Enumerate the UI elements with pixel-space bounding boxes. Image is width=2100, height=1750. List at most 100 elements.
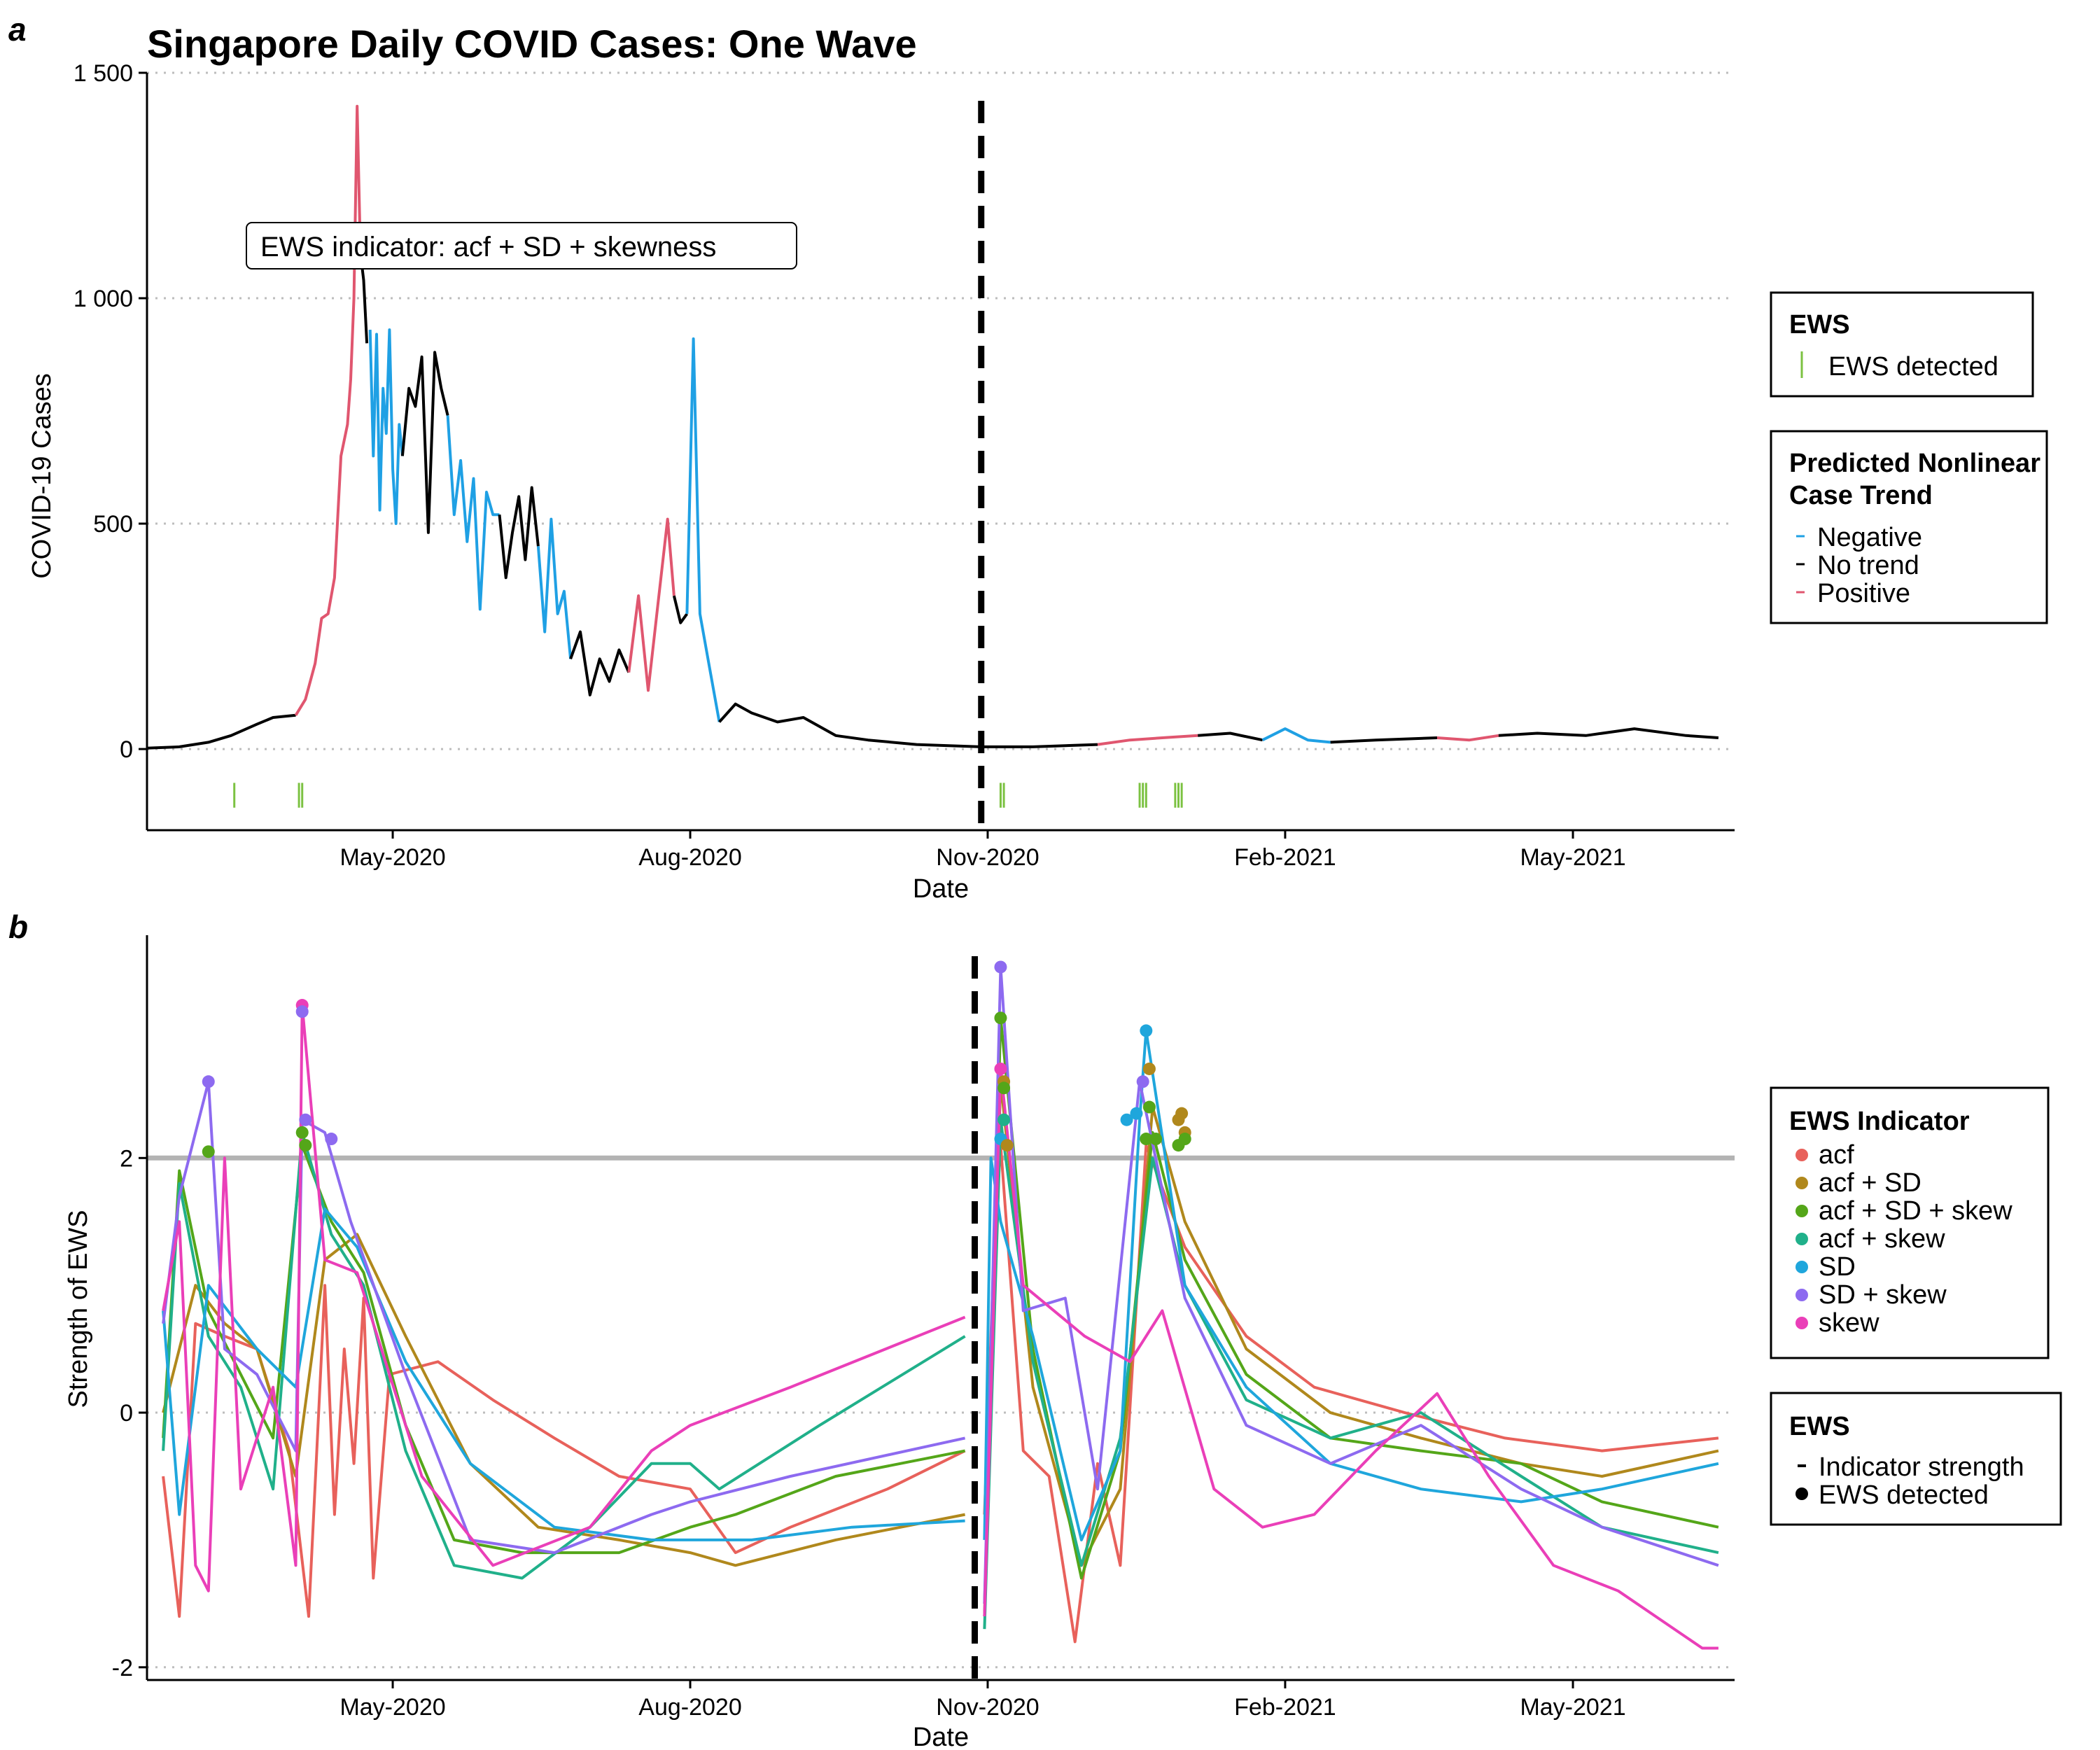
y-tick-label: -2 <box>112 1655 133 1681</box>
legend-item-label: SD <box>1819 1252 1856 1282</box>
series-line-no-trend <box>672 595 689 624</box>
series-line-positive <box>294 104 362 716</box>
panel-b-label: b <box>8 909 28 945</box>
series-line-skew <box>162 1004 966 1592</box>
series-line-no-trend <box>146 713 296 750</box>
annotation-box: EWS indicator: acf + SD + skewness <box>246 222 797 270</box>
series-line-positive <box>1436 734 1499 742</box>
cases-series <box>146 104 1719 750</box>
legend-item-no-trend: No trend <box>1817 551 1919 580</box>
legend-key-dot <box>1795 1205 1808 1217</box>
series-line-acf-sd <box>162 1233 965 1567</box>
legend-item-label: skew <box>1819 1308 1879 1338</box>
chart-title: Singapore Daily COVID Cases: One Wave <box>147 22 917 66</box>
ews-detected-key <box>1795 1488 1808 1500</box>
x-tick-label: Nov-2020 <box>936 844 1039 871</box>
x-tick-label: Feb-2021 <box>1234 1694 1336 1721</box>
x-tick-label: May-2021 <box>1520 844 1625 871</box>
series-line-sd-skew <box>162 1080 966 1555</box>
legend-key-dot <box>1795 1289 1808 1301</box>
legend-item-ews-detected: EWS detected <box>1819 1480 1989 1510</box>
series-line-skew <box>983 1068 1718 1650</box>
x-axis-title: Date <box>913 1723 969 1750</box>
legend-title-line-1: Predicted Nonlinear <box>1789 449 2040 478</box>
legend-key-dot <box>1795 1261 1808 1273</box>
legend-key-dot <box>1795 1233 1808 1245</box>
ews-detected-point <box>299 1113 312 1126</box>
ews-detected-point <box>1120 1113 1133 1126</box>
y-ticks: -2 0 2 <box>112 1145 147 1681</box>
series-line-sd-skew <box>983 965 1719 1604</box>
ews-detected-point <box>202 1075 215 1088</box>
legend-trend: Predicted Nonlinear Case Trend Negative … <box>1770 430 2048 624</box>
ews-detected-point <box>299 1139 312 1152</box>
ews-detected-point <box>1130 1107 1143 1120</box>
ews-detected-point <box>295 1126 309 1139</box>
ews-detected-point <box>1175 1107 1189 1120</box>
y-tick-label: 500 <box>93 511 133 538</box>
y-tick-label: 2 <box>120 1145 133 1172</box>
series-line-acf <box>983 1144 1719 1644</box>
series-line-negative <box>368 328 404 525</box>
series-line-no-trend <box>1198 732 1264 742</box>
ews-detected-point <box>325 1133 338 1146</box>
series-line-no-trend <box>400 351 449 534</box>
panel-a-label: a <box>8 11 27 48</box>
legend-title: EWS <box>1789 1412 1850 1441</box>
ews-detected-point <box>994 960 1007 974</box>
ews-detected-ticks <box>233 783 1183 808</box>
ews-detected-point <box>1142 1062 1156 1075</box>
series-line-sd <box>162 1208 965 1541</box>
series-line-acf-sd-skew <box>983 1016 1719 1617</box>
legend-key-dot <box>1795 1149 1808 1161</box>
legend-item-label: acf + SD + skew <box>1819 1196 2012 1226</box>
legend-ews-b: EWS Indicator strength EWS detected <box>1770 1392 2062 1526</box>
legend-item-label: acf + skew <box>1819 1224 1945 1254</box>
series-line-no-trend <box>569 630 631 696</box>
legend-key-dot <box>1795 1317 1808 1329</box>
y-ticks: 0 500 1 000 1 500 <box>74 60 147 763</box>
cases-chart: Singapore Daily COVID Cases: One Wave EW… <box>27 22 2048 904</box>
series-line-acf-skew <box>983 1118 1719 1630</box>
x-tick-label: Aug-2020 <box>638 844 741 871</box>
series-line-no-trend <box>718 702 1098 748</box>
y-axis-title: COVID-19 Cases <box>27 373 57 579</box>
x-tick-label: Nov-2020 <box>936 1694 1039 1721</box>
series-line-acf <box>162 1284 966 1618</box>
legend-title: EWS <box>1789 310 1850 340</box>
x-axis-title: Date <box>913 874 969 904</box>
annotation-text: EWS indicator: acf + SD + skewness <box>260 232 716 262</box>
ews-detected-point <box>1136 1075 1149 1088</box>
x-ticks: May-2020 Aug-2020 Nov-2020 Feb-2021 May-2021 <box>340 830 1626 871</box>
legend-item-negative: Negative <box>1817 523 1922 552</box>
series-line-positive <box>1097 734 1198 746</box>
ews-detected-point <box>994 1011 1007 1025</box>
x-tick-label: May-2020 <box>340 1694 445 1721</box>
ews-detected-point <box>1142 1100 1156 1114</box>
legend-item-label: EWS detected <box>1828 352 1998 382</box>
x-tick-label: Aug-2020 <box>638 1694 741 1721</box>
series-line-negative <box>685 337 721 722</box>
legend-item-positive: Positive <box>1817 579 1910 608</box>
legend-key-dot <box>1795 1177 1808 1189</box>
ews-detected-point <box>1178 1133 1191 1146</box>
ews-detected-point <box>997 1082 1011 1095</box>
legend-item-indicator-strength: Indicator strength <box>1819 1452 2024 1482</box>
y-tick-label: 0 <box>120 1400 133 1427</box>
ews-detected-point <box>295 1005 309 1018</box>
ews-detected-point <box>997 1113 1011 1126</box>
series-line-no-trend <box>1498 727 1719 739</box>
ews-detected-points <box>202 960 1191 1158</box>
legend-title: EWS Indicator <box>1789 1107 1970 1136</box>
ews-strength-chart: -202 May-2020 Aug-2020 Nov-2020 Feb-2021 May… <box>64 935 2062 1750</box>
ews-detected-point <box>1140 1133 1153 1146</box>
series-line-negative <box>536 517 573 659</box>
ews-detected-point <box>1149 1133 1163 1146</box>
series-line-no-trend <box>498 486 540 580</box>
series-line-negative <box>446 415 500 611</box>
ews-detected-point <box>1140 1024 1153 1037</box>
series-line-positive <box>627 517 676 692</box>
legend-item-label: acf + SD <box>1819 1168 1921 1198</box>
